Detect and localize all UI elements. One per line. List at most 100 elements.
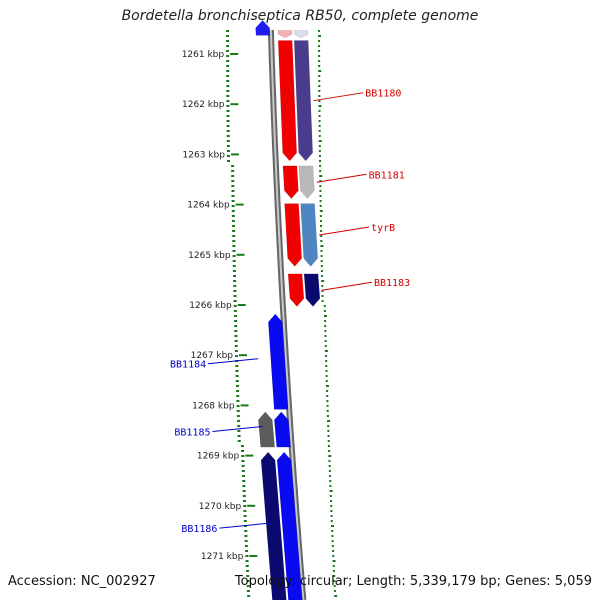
gc-dot <box>241 455 245 457</box>
gc-dot <box>326 400 329 402</box>
gc-dot <box>243 510 247 512</box>
gc-dot <box>226 115 230 117</box>
gene-arrow-bb1181a <box>282 165 299 199</box>
gc-dot <box>226 120 230 122</box>
gc-dot <box>327 440 330 442</box>
gc-dot <box>321 285 324 287</box>
gc-dot <box>231 205 235 207</box>
gc-dot <box>320 265 323 267</box>
gc-dot <box>245 550 249 552</box>
gc-dot <box>232 270 236 272</box>
gc-dot <box>319 175 323 177</box>
gc-dot <box>226 105 230 107</box>
gene-labels: BB1180 BB1181 tyrB BB1183 BB1184 BB1185 BB1186 <box>170 89 410 535</box>
accession-text: Accession: NC_002927 <box>8 574 156 589</box>
gc-dot <box>226 35 230 37</box>
gene-label-bb1183: BB1183 <box>374 278 410 289</box>
gc-dot <box>318 75 321 77</box>
gc-dot <box>331 535 334 537</box>
scale-tick <box>245 454 254 457</box>
gc-dot <box>318 90 321 92</box>
gc-dot <box>243 500 246 502</box>
gc-dot <box>233 295 237 297</box>
gc-dot <box>231 180 235 182</box>
gc-dot <box>319 180 322 182</box>
scale-tick <box>230 153 239 156</box>
gc-dot <box>226 130 230 132</box>
gc-dot <box>237 435 241 437</box>
gc-dot <box>319 160 322 162</box>
gc-dot <box>226 100 230 102</box>
gc-dot <box>320 255 323 257</box>
gc-dot <box>236 395 240 397</box>
gc-dot <box>325 380 328 382</box>
gc-dot <box>318 85 321 87</box>
gene-arrow-bb1180a <box>277 40 297 162</box>
gc-dot <box>234 340 238 342</box>
gc-dot <box>233 300 237 302</box>
gc-dot <box>320 240 323 242</box>
gene-arrow-bb1185a <box>258 411 275 448</box>
gc-dot <box>245 560 249 562</box>
gc-dot <box>232 225 236 227</box>
gc-dot <box>247 595 251 597</box>
gc-dot <box>320 245 324 247</box>
gc-dot <box>324 325 327 327</box>
gc-dot <box>241 470 245 472</box>
gc-dot <box>318 50 321 52</box>
gc-dot <box>226 75 230 77</box>
gc-dot <box>233 285 237 287</box>
gc-dot <box>324 340 327 342</box>
gc-dot <box>244 540 248 542</box>
gc-dot <box>319 220 322 222</box>
gc-dot <box>331 525 335 527</box>
gc-dot <box>318 110 321 112</box>
gc-dot <box>237 440 241 442</box>
gc-dot <box>332 550 335 552</box>
gc-dot <box>318 65 321 67</box>
scale-label: 1263 kbp <box>183 150 226 160</box>
gc-dot <box>324 350 328 352</box>
gene-arrow-tyrBa <box>284 203 302 267</box>
gene-label-bb1180: BB1180 <box>365 89 401 100</box>
gc-dot <box>318 145 321 147</box>
gc-dot <box>333 580 336 582</box>
gc-dot <box>325 365 328 367</box>
label-leader <box>313 92 364 102</box>
gc-dot <box>318 125 321 127</box>
gc-dot <box>325 370 328 372</box>
gc-dot <box>333 585 336 587</box>
gc-dot <box>226 65 230 67</box>
gc-dot <box>329 490 333 492</box>
gene-label-bb1185: BB1185 <box>174 428 210 439</box>
gc-dot <box>234 325 238 327</box>
gc-dot <box>330 500 332 502</box>
gc-dot <box>226 55 230 57</box>
gc-dot <box>318 95 321 97</box>
gc-dot <box>227 160 231 162</box>
gene-label-tyrB: tyrB <box>371 223 395 234</box>
gc-dot <box>232 260 236 262</box>
gc-dot <box>321 280 325 282</box>
gc-dot <box>245 565 249 567</box>
gc-dot <box>329 475 332 477</box>
gc-dot <box>332 560 336 562</box>
genome-title: Bordetella bronchiseptica RB50, complete… <box>121 8 479 24</box>
gc-dot <box>325 385 329 387</box>
scale-tick <box>239 354 248 357</box>
gene-label-bb1181: BB1181 <box>369 170 405 181</box>
gc-dot <box>246 575 250 577</box>
gc-dot <box>326 390 329 392</box>
gc-dot <box>245 570 249 572</box>
gc-dot <box>232 235 236 237</box>
gc-dot <box>331 530 334 532</box>
gc-dot <box>242 480 246 482</box>
gc-dot <box>233 275 237 277</box>
gc-dot <box>332 570 335 572</box>
gc-dot <box>234 350 238 352</box>
gc-dot <box>324 320 327 322</box>
gc-dot <box>321 275 324 277</box>
gc-dot <box>244 530 248 532</box>
gene-arrow-g-top-blue <box>255 20 271 36</box>
